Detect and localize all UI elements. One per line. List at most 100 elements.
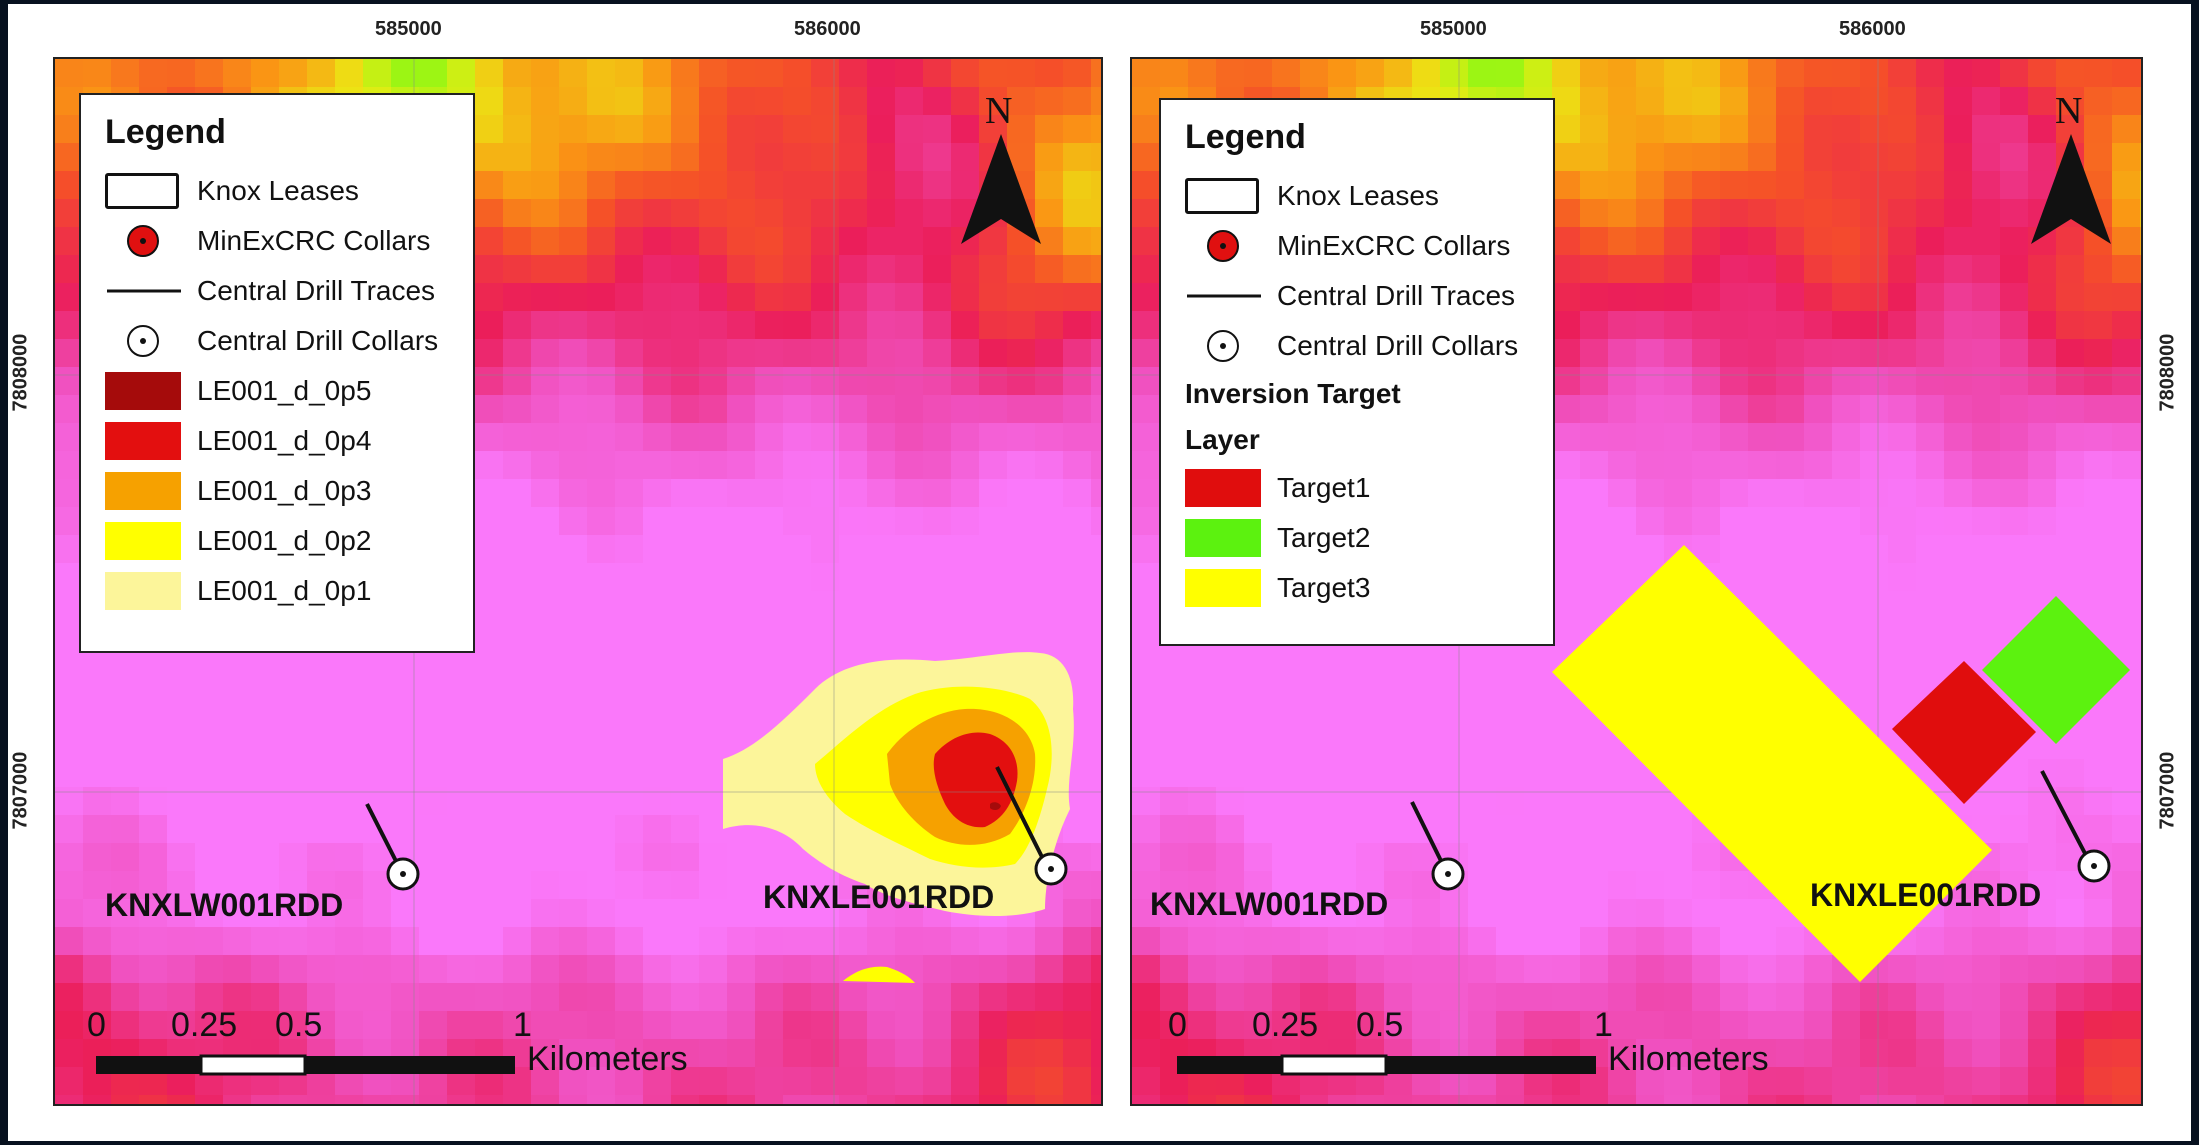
heatmap-cell: [951, 423, 980, 452]
heatmap-cell: [1944, 255, 1973, 284]
heatmap-cell: [1063, 1095, 1092, 1104]
heatmap-cell: [671, 115, 700, 144]
heatmap-cell: [1636, 871, 1665, 900]
map-panel-left[interactable]: KNXLW001RDD KNXLE001RDD Legend Knox Lease…: [53, 57, 1103, 1106]
heatmap-cell: [1972, 479, 2001, 508]
heatmap-cell: [1580, 1095, 1609, 1104]
legend-item: Target1: [1185, 463, 1535, 513]
heatmap-cell: [1860, 1095, 1889, 1104]
heatmap-cell: [1804, 395, 1833, 424]
heatmap-cell: [1720, 143, 1749, 172]
heatmap-cell: [531, 647, 560, 676]
heatmap-cell: [1944, 423, 1973, 452]
heatmap-cell: [811, 955, 840, 984]
heatmap-cell: [2084, 115, 2113, 144]
heatmap-cell: [1664, 171, 1693, 200]
heatmap-cell: [951, 115, 980, 144]
heatmap-cell: [699, 843, 728, 872]
heatmap-cell: [531, 927, 560, 956]
heatmap-cell: [587, 815, 616, 844]
heatmap-cell: [391, 955, 420, 984]
heatmap-cell: [2000, 199, 2029, 228]
heatmap-cell: [1888, 983, 1917, 1012]
heatmap-cell: [699, 535, 728, 564]
heatmap-cell: [727, 507, 756, 536]
heatmap-cell: [1035, 395, 1064, 424]
heatmap-cell: [1888, 451, 1917, 480]
heatmap-cell: [2112, 115, 2141, 144]
heatmap-cell: [475, 535, 504, 564]
heatmap-cell: [307, 59, 336, 88]
heatmap-cell: [559, 367, 588, 396]
heatmap-cell: [643, 1039, 672, 1068]
heatmap-cell: [1300, 899, 1329, 928]
heatmap-cell: [1636, 507, 1665, 536]
heatmap-cell: [755, 619, 784, 648]
heatmap-cell: [643, 927, 672, 956]
heatmap-cell: [1496, 983, 1525, 1012]
heatmap-cell: [475, 1011, 504, 1040]
heatmap-cell: [55, 703, 84, 732]
heatmap-cell: [1300, 983, 1329, 1012]
heatmap-cell: [699, 675, 728, 704]
heatmap-cell: [1664, 479, 1693, 508]
heatmap-cell: [475, 563, 504, 592]
heatmap-cell: [587, 535, 616, 564]
heatmap-cell: [727, 395, 756, 424]
heatmap-cell: [615, 955, 644, 984]
heatmap-cell: [1007, 1039, 1036, 1068]
heatmap-cell: [1748, 983, 1777, 1012]
heatmap-cell: [699, 59, 728, 88]
heatmap-cell: [867, 927, 896, 956]
heatmap-cell: [167, 759, 196, 788]
heatmap-cell: [923, 1011, 952, 1040]
heatmap-cell: [951, 479, 980, 508]
heatmap-cell: [1063, 227, 1092, 256]
heatmap-cell: [223, 871, 252, 900]
heatmap-cell: [2140, 395, 2141, 424]
heatmap-cell: [1692, 395, 1721, 424]
heatmap-cell: [755, 647, 784, 676]
heatmap-cell: [1888, 591, 1917, 620]
heatmap-cell: [1636, 843, 1665, 872]
heatmap-cell: [671, 395, 700, 424]
heatmap-cell: [1468, 955, 1497, 984]
heatmap-cell: [1720, 871, 1749, 900]
heatmap-cell: [1188, 815, 1217, 844]
heatmap-cell: [867, 339, 896, 368]
heatmap-cell: [1608, 507, 1637, 536]
heatmap-cell: [1216, 1095, 1245, 1104]
heatmap-cell: [1063, 815, 1092, 844]
heatmap-cell: [811, 563, 840, 592]
heatmap-cell: [1636, 423, 1665, 452]
heatmap-cell: [1440, 815, 1469, 844]
heatmap-cell: [1440, 1095, 1469, 1104]
heatmap-cell: [951, 87, 980, 116]
heatmap-cell: [1804, 451, 1833, 480]
heatmap-cell: [839, 115, 868, 144]
heatmap-cell: [139, 983, 168, 1012]
heatmap-cell: [951, 563, 980, 592]
heatmap-cell: [1776, 395, 1805, 424]
heatmap-cell: [1063, 1039, 1092, 1068]
heatmap-cell: [951, 451, 980, 480]
map-panel-right[interactable]: KNXLW001RDD KNXLE001RDD Legend Knox Lease…: [1130, 57, 2143, 1106]
heatmap-cell: [1132, 339, 1161, 368]
heatmap-cell: [531, 451, 560, 480]
heatmap-cell: [1091, 1011, 1101, 1040]
heatmap-cell: [447, 983, 476, 1012]
heatmap-cell: [1916, 1011, 1945, 1040]
heatmap-cell: [167, 871, 196, 900]
heatmap-cell: [1664, 59, 1693, 88]
heatmap-cell: [1244, 647, 1273, 676]
heatmap-cell: [643, 199, 672, 228]
heatmap-cell: [615, 283, 644, 312]
heatmap-cell: [1720, 479, 1749, 508]
heatmap-cell: [139, 927, 168, 956]
heatmap-cell: [531, 367, 560, 396]
heatmap-cell: [727, 899, 756, 928]
heatmap-cell: [727, 927, 756, 956]
heatmap-cell: [643, 619, 672, 648]
color-swatch: [105, 471, 183, 511]
heatmap-cell: [1944, 59, 1973, 88]
